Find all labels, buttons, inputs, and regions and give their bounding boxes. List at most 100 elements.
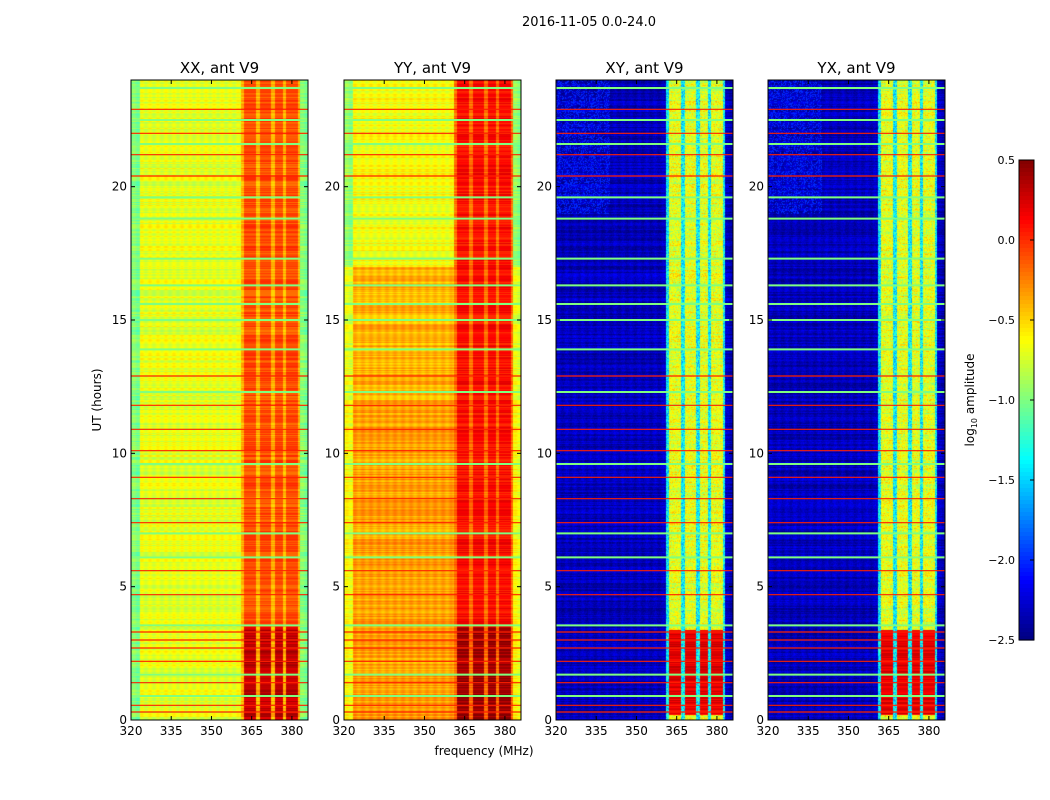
y-tick-label: 0 [332,713,340,727]
colorbar-segment [1019,528,1034,533]
colorbar-segment [1019,248,1034,253]
y-tick-label: 15 [537,313,552,327]
colorbar-segment [1019,496,1034,501]
colorbar-segment [1019,604,1034,609]
colorbar-segment [1019,316,1034,321]
y-tick-label: 10 [537,446,552,460]
heatmap-xy [556,80,733,720]
colorbar-tick-label: −1.0 [988,394,1015,407]
colorbar-segment [1019,416,1034,421]
colorbar-segment [1019,340,1034,345]
colorbar-segment [1019,260,1034,265]
x-tick-label: 350 [413,724,436,738]
colorbar-segment [1019,396,1034,401]
colorbar-segment [1019,456,1034,461]
colorbar-segment [1019,452,1034,457]
colorbar-segment [1019,284,1034,289]
colorbar-segment [1019,440,1034,445]
colorbar-segment [1019,568,1034,573]
colorbar-segment [1019,476,1034,481]
colorbar-segment [1019,596,1034,601]
colorbar-segment [1019,580,1034,585]
x-tick-label: 380 [705,724,728,738]
colorbar-tick-label: −0.5 [988,314,1015,327]
colorbar-segment [1019,208,1034,213]
colorbar-segment [1019,532,1034,537]
heatmap-xx [131,80,308,720]
colorbar-segment [1019,280,1034,285]
colorbar-tick-label: 0.0 [998,234,1016,247]
colorbar-segment [1019,500,1034,505]
x-tick-label: 380 [493,724,516,738]
x-tick-label: 380 [280,724,303,738]
colorbar-tick-label: 0.5 [998,154,1016,167]
x-tick-label: 365 [453,724,476,738]
colorbar-segment [1019,276,1034,281]
colorbar-segment [1019,436,1034,441]
colorbar-segment [1019,344,1034,349]
x-tick-label: 335 [373,724,396,738]
colorbar-segment [1019,588,1034,593]
colorbar-segment [1019,348,1034,353]
colorbar-segment [1019,256,1034,261]
colorbar-segment [1019,576,1034,581]
colorbar-segment [1019,544,1034,549]
colorbar-segment [1019,188,1034,193]
y-tick-label: 10 [325,446,340,460]
y-tick-label: 15 [112,313,127,327]
colorbar-segment [1019,424,1034,429]
colorbar-segment [1019,268,1034,273]
colorbar-segment [1019,592,1034,597]
y-tick-label: 5 [756,580,764,594]
colorbar-segment [1019,636,1034,641]
y-tick-label: 5 [119,580,127,594]
panel-frame [130,79,309,721]
colorbar-segment [1019,308,1034,313]
y-axis-label: UT (hours) [90,368,104,431]
colorbar-segment [1019,252,1034,257]
x-tick-label: 335 [585,724,608,738]
x-tick-label: 365 [240,724,263,738]
colorbar-segment [1019,404,1034,409]
heatmap-yx [768,80,945,720]
colorbar-segment [1019,600,1034,605]
colorbar-segment [1019,272,1034,277]
panel-frame [555,79,734,721]
colorbar-segment [1019,232,1034,237]
colorbar-segment [1019,368,1034,373]
colorbar-segment [1019,352,1034,357]
colorbar-segment [1019,388,1034,393]
colorbar-segment [1019,220,1034,225]
colorbar-segment [1019,584,1034,589]
colorbar-segment [1019,212,1034,217]
panel-title: YX, ant V9 [816,59,895,77]
colorbar-segment [1019,520,1034,525]
heatmap-yy [344,80,521,720]
colorbar-segment [1019,488,1034,493]
colorbar-segment [1019,560,1034,565]
y-tick-label: 0 [544,713,552,727]
colorbar-segment [1019,628,1034,633]
y-tick-label: 0 [119,713,127,727]
x-tick-label: 350 [625,724,648,738]
colorbar-segment [1019,432,1034,437]
colorbar-segment [1019,224,1034,229]
y-tick-label: 10 [749,446,764,460]
colorbar-segment [1019,180,1034,185]
colorbar-segment [1019,296,1034,301]
colorbar-label: log10 amplitude [963,354,979,447]
colorbar-segment [1019,332,1034,337]
colorbar-segment [1019,616,1034,621]
colorbar-segment [1019,204,1034,209]
colorbar-segment [1019,632,1034,637]
colorbar-segment [1019,364,1034,369]
y-tick-label: 15 [325,313,340,327]
colorbar-segment [1019,372,1034,377]
colorbar-segment [1019,176,1034,181]
colorbar-segment [1019,236,1034,241]
colorbar-segment [1019,612,1034,617]
colorbar-segment [1019,624,1034,629]
panel-title: YY, ant V9 [393,59,471,77]
x-tick-label: 320 [757,724,780,738]
